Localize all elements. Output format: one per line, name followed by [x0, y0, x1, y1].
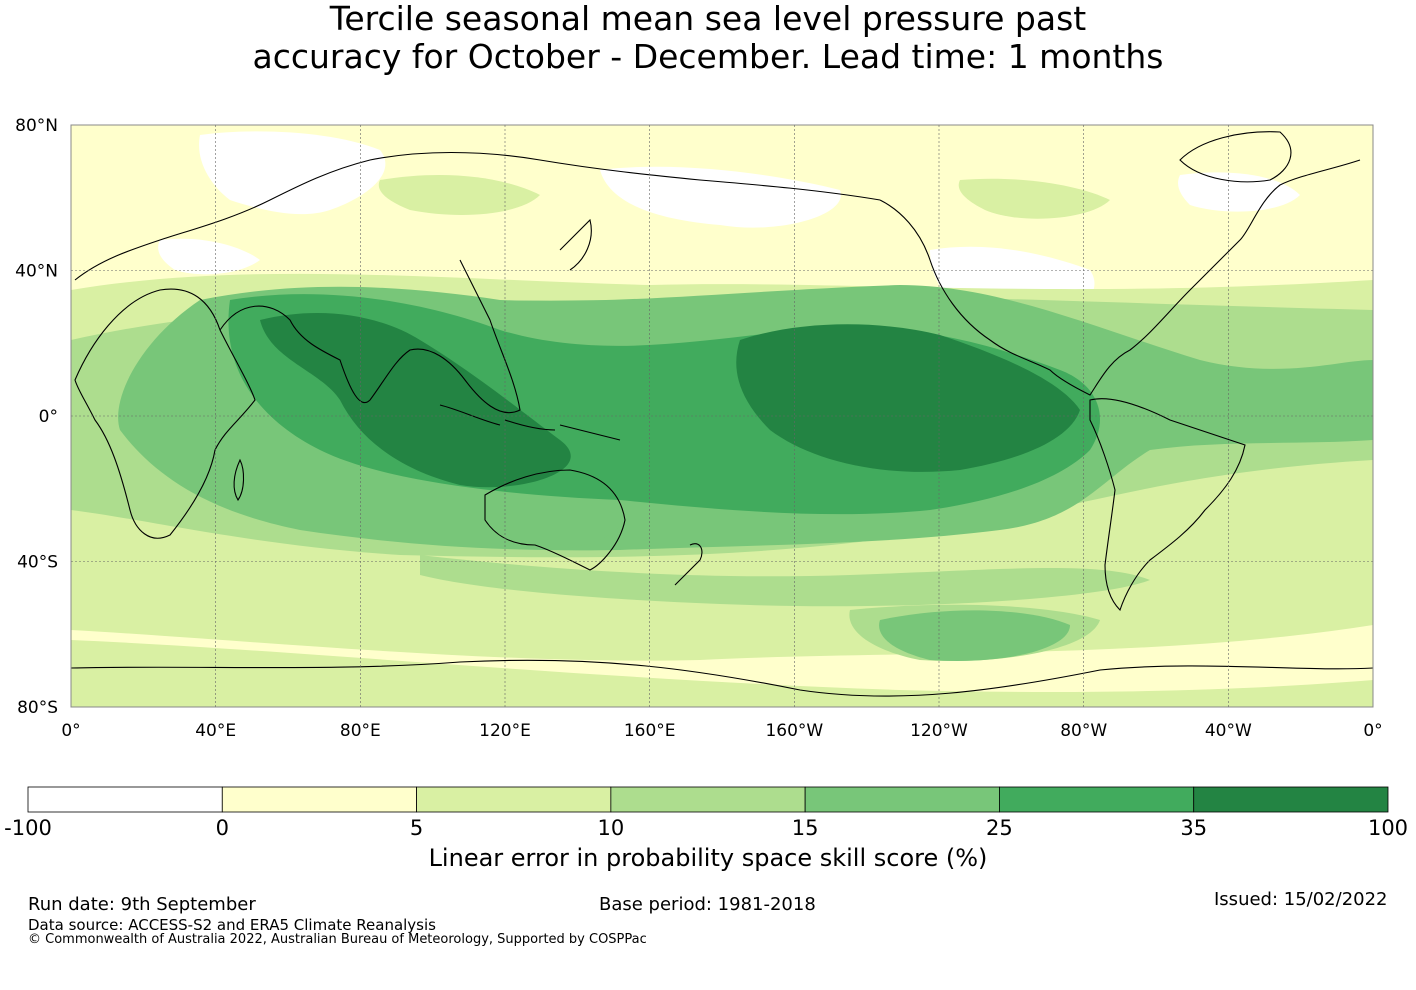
run-date: Run date: 9th September [28, 894, 256, 915]
latitude-label: 80°S [17, 698, 58, 718]
colorbar-tick-label: 25 [986, 816, 1013, 840]
longitude-label: 40°W [1205, 721, 1252, 741]
colorbar-tick-label: 35 [1180, 816, 1207, 840]
skill-field [71, 125, 1373, 707]
colorbar-title: Linear error in probability space skill … [428, 844, 988, 872]
colorbar-tick-label: 10 [597, 816, 624, 840]
colorbar-segment [610, 786, 806, 813]
longitude-label: 120°W [910, 721, 968, 741]
colorbar-tick-label: -100 [4, 816, 52, 840]
latitude-labels: 80°N 40°N 0° 40°S 80°S [15, 116, 58, 718]
colorbar-segment [27, 786, 223, 813]
longitude-label: 0° [61, 721, 80, 741]
colorbar-tick-label: 5 [410, 816, 423, 840]
longitude-label: 160°W [765, 721, 823, 741]
copyright: © Commonwealth of Australia 2022, Austra… [28, 932, 647, 947]
longitude-labels: 0° 40°E 80°E 120°E 160°E 160°W 120°W 80°W 40°W 0° [61, 721, 1382, 741]
title-line-2: accuracy for October - December. Lead ti… [252, 37, 1164, 76]
longitude-label: 80°W [1060, 721, 1107, 741]
longitude-label: 160°E [624, 721, 676, 741]
skill-35-100-areas [260, 312, 1080, 488]
latitude-label: 40°N [15, 262, 58, 282]
colorbar-segment [804, 786, 1000, 813]
title-line-1: Tercile seasonal mean sea level pressure… [329, 0, 1087, 38]
colorbar-tick-label: 0 [216, 816, 229, 840]
latitude-label: 0° [39, 407, 58, 427]
longitude-label: 40°E [195, 721, 236, 741]
latitude-label: 40°S [17, 553, 58, 573]
graticule [71, 125, 1373, 707]
base-period: Base period: 1981-2018 [599, 894, 816, 915]
colorbar-segment [1193, 786, 1389, 813]
issued-date: Issued: 15/02/2022 [1214, 889, 1388, 910]
data-source: Data source: ACCESS-S2 and ERA5 Climate … [28, 916, 436, 934]
colorbar-tick-label: 15 [792, 816, 819, 840]
colorbar: -100 0 5 10 15 25 35 100 [4, 786, 1408, 840]
latitude-label: 80°N [15, 116, 58, 136]
colorbar-segment [416, 786, 612, 813]
colorbar-tick-label: 100 [1368, 816, 1408, 840]
longitude-label: 120°E [479, 721, 531, 741]
coastlines [71, 131, 1373, 697]
longitude-label: 0° [1363, 721, 1382, 741]
longitude-label: 80°E [340, 721, 381, 741]
map-title: Tercile seasonal mean sea level pressure… [0, 0, 1416, 76]
colorbar-segment [999, 786, 1195, 813]
colorbar-segment [221, 786, 417, 813]
